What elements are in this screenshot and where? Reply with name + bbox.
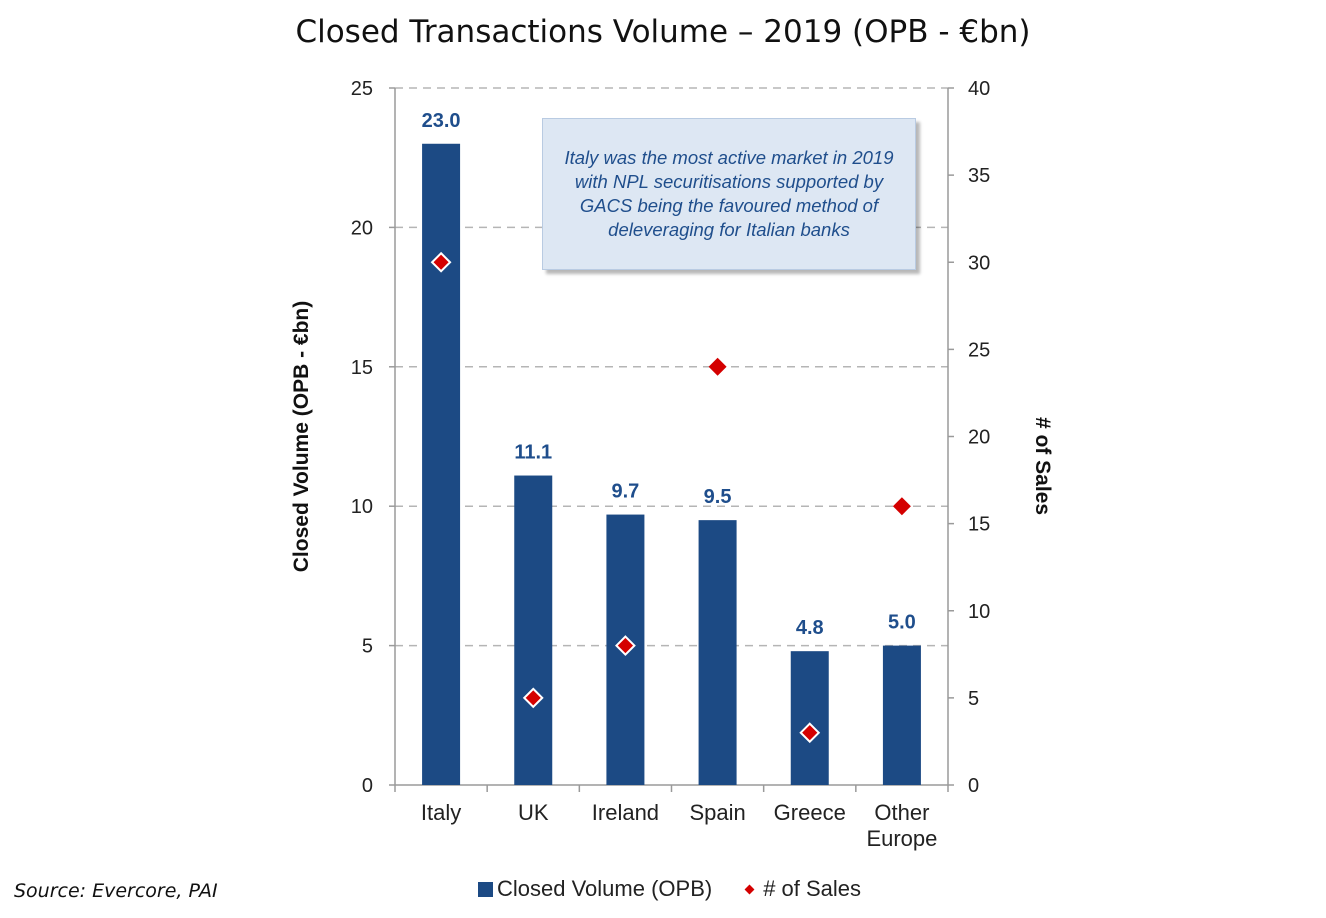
sales-marker: [522, 687, 544, 709]
chart-title: Closed Transactions Volume – 2019 (OPB -…: [295, 14, 1031, 50]
axes: 0 5 10 15 20 25 0 5 10 15 20 25 30 35 40 Closed Volume …: [290, 78, 1054, 797]
category-label: Italy: [421, 800, 461, 825]
right-tick-label: 25: [968, 339, 990, 361]
right-tick-label: 5: [968, 688, 979, 710]
right-tick-label: 10: [968, 601, 990, 623]
legend-bar-label: Closed Volume (OPB): [497, 876, 713, 901]
left-axis-title: Closed Volume (OPB - €bn): [290, 301, 313, 572]
right-tick-label: 40: [968, 78, 990, 100]
legend: Closed Volume (OPB) # of Sales: [478, 876, 861, 902]
right-tick-label: 15: [968, 514, 990, 536]
bar-uk: [514, 475, 553, 785]
category-label: Greece: [774, 800, 846, 825]
legend-dot-label: # of Sales: [763, 876, 862, 901]
category-label: Ireland: [592, 800, 659, 825]
bar-italy: [422, 143, 461, 785]
bar-spain: [698, 520, 737, 785]
sales-marker: [892, 497, 911, 516]
right-tick-label: 35: [968, 165, 990, 187]
sales-marker: [799, 722, 821, 744]
sales-marker: [615, 635, 636, 657]
bar-value-label: 4.8: [796, 617, 824, 639]
bar-value-label: 23.0: [422, 110, 461, 132]
callout-text: Italy was the most active market in 2019…: [564, 147, 894, 240]
left-tick-label: 20: [351, 217, 373, 239]
bar-value-label: 9.5: [704, 486, 732, 508]
legend-bar-swatch: [478, 881, 493, 897]
source-note: Source: Evercore, PAI: [14, 880, 218, 902]
labels: 23.0 Italy 11.1 UK 9.7 Ireland 9.5 Spain 4.8 Gree…: [421, 110, 937, 851]
right-axis-title: # of Sales: [1031, 417, 1054, 515]
sales-markers: [430, 251, 911, 744]
left-tick-label: 25: [351, 78, 373, 100]
sales-marker: [708, 357, 727, 376]
bar-other-europe: [882, 645, 921, 785]
right-tick-label: 20: [968, 427, 990, 449]
right-tick-label: 0: [968, 775, 979, 797]
category-label: UK: [518, 800, 549, 825]
left-tick-label: 10: [351, 496, 373, 518]
left-tick-label: 5: [362, 636, 373, 658]
right-tick-label: 30: [968, 252, 990, 274]
category-label: Other Europe: [866, 800, 937, 851]
sales-marker: [430, 251, 452, 273]
bar-value-label: 9.7: [612, 481, 640, 503]
bars: [422, 143, 921, 785]
bar-greece: [790, 651, 829, 785]
callout-box: Italy was the most active market in 2019…: [542, 118, 916, 270]
bar-value-label: 5.0: [888, 612, 916, 634]
category-label: Spain: [689, 800, 745, 825]
left-tick-label: 15: [351, 357, 373, 379]
bar-value-label: 11.1: [514, 442, 552, 464]
legend-diamond-swatch: [744, 884, 755, 894]
left-tick-label: 0: [362, 775, 373, 797]
